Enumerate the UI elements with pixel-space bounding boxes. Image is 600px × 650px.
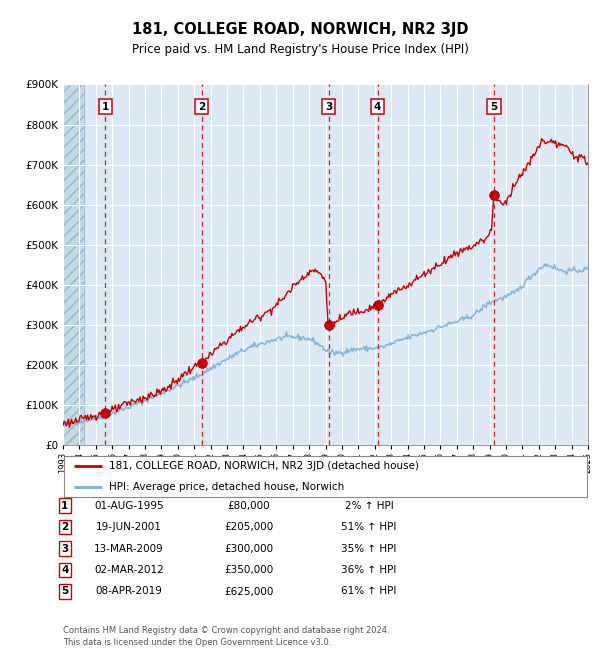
Text: 2: 2 [198, 101, 205, 112]
Text: £625,000: £625,000 [224, 586, 274, 597]
Text: 36% ↑ HPI: 36% ↑ HPI [341, 565, 397, 575]
FancyBboxPatch shape [64, 456, 587, 497]
Text: 01-AUG-1995: 01-AUG-1995 [94, 500, 164, 511]
Bar [63, 84, 85, 445]
Text: 181, COLLEGE ROAD, NORWICH, NR2 3JD: 181, COLLEGE ROAD, NORWICH, NR2 3JD [132, 21, 468, 37]
Text: 5: 5 [490, 101, 497, 112]
Text: 4: 4 [61, 565, 68, 575]
Text: 181, COLLEGE ROAD, NORWICH, NR2 3JD (detached house): 181, COLLEGE ROAD, NORWICH, NR2 3JD (det… [109, 462, 419, 471]
Text: 13-MAR-2009: 13-MAR-2009 [94, 543, 164, 554]
Text: 61% ↑ HPI: 61% ↑ HPI [341, 586, 397, 597]
Text: 4: 4 [374, 101, 381, 112]
Text: 2: 2 [61, 522, 68, 532]
Text: HPI: Average price, detached house, Norwich: HPI: Average price, detached house, Norw… [109, 482, 344, 491]
Text: £205,000: £205,000 [224, 522, 274, 532]
Text: 02-MAR-2012: 02-MAR-2012 [94, 565, 164, 575]
Text: 2% ↑ HPI: 2% ↑ HPI [344, 500, 394, 511]
Text: 5: 5 [61, 586, 68, 597]
Text: 19-JUN-2001: 19-JUN-2001 [96, 522, 162, 532]
Text: 3: 3 [325, 101, 332, 112]
Text: Contains HM Land Registry data © Crown copyright and database right 2024.
This d: Contains HM Land Registry data © Crown c… [63, 626, 389, 647]
Text: 51% ↑ HPI: 51% ↑ HPI [341, 522, 397, 532]
Bar [63, 84, 85, 445]
Text: 1: 1 [61, 500, 68, 511]
Text: 08-APR-2019: 08-APR-2019 [95, 586, 163, 597]
Text: £350,000: £350,000 [224, 565, 274, 575]
Text: Price paid vs. HM Land Registry's House Price Index (HPI): Price paid vs. HM Land Registry's House … [131, 43, 469, 56]
Text: £80,000: £80,000 [227, 500, 271, 511]
Text: 3: 3 [61, 543, 68, 554]
Text: 1: 1 [102, 101, 109, 112]
Text: 35% ↑ HPI: 35% ↑ HPI [341, 543, 397, 554]
Text: £300,000: £300,000 [224, 543, 274, 554]
